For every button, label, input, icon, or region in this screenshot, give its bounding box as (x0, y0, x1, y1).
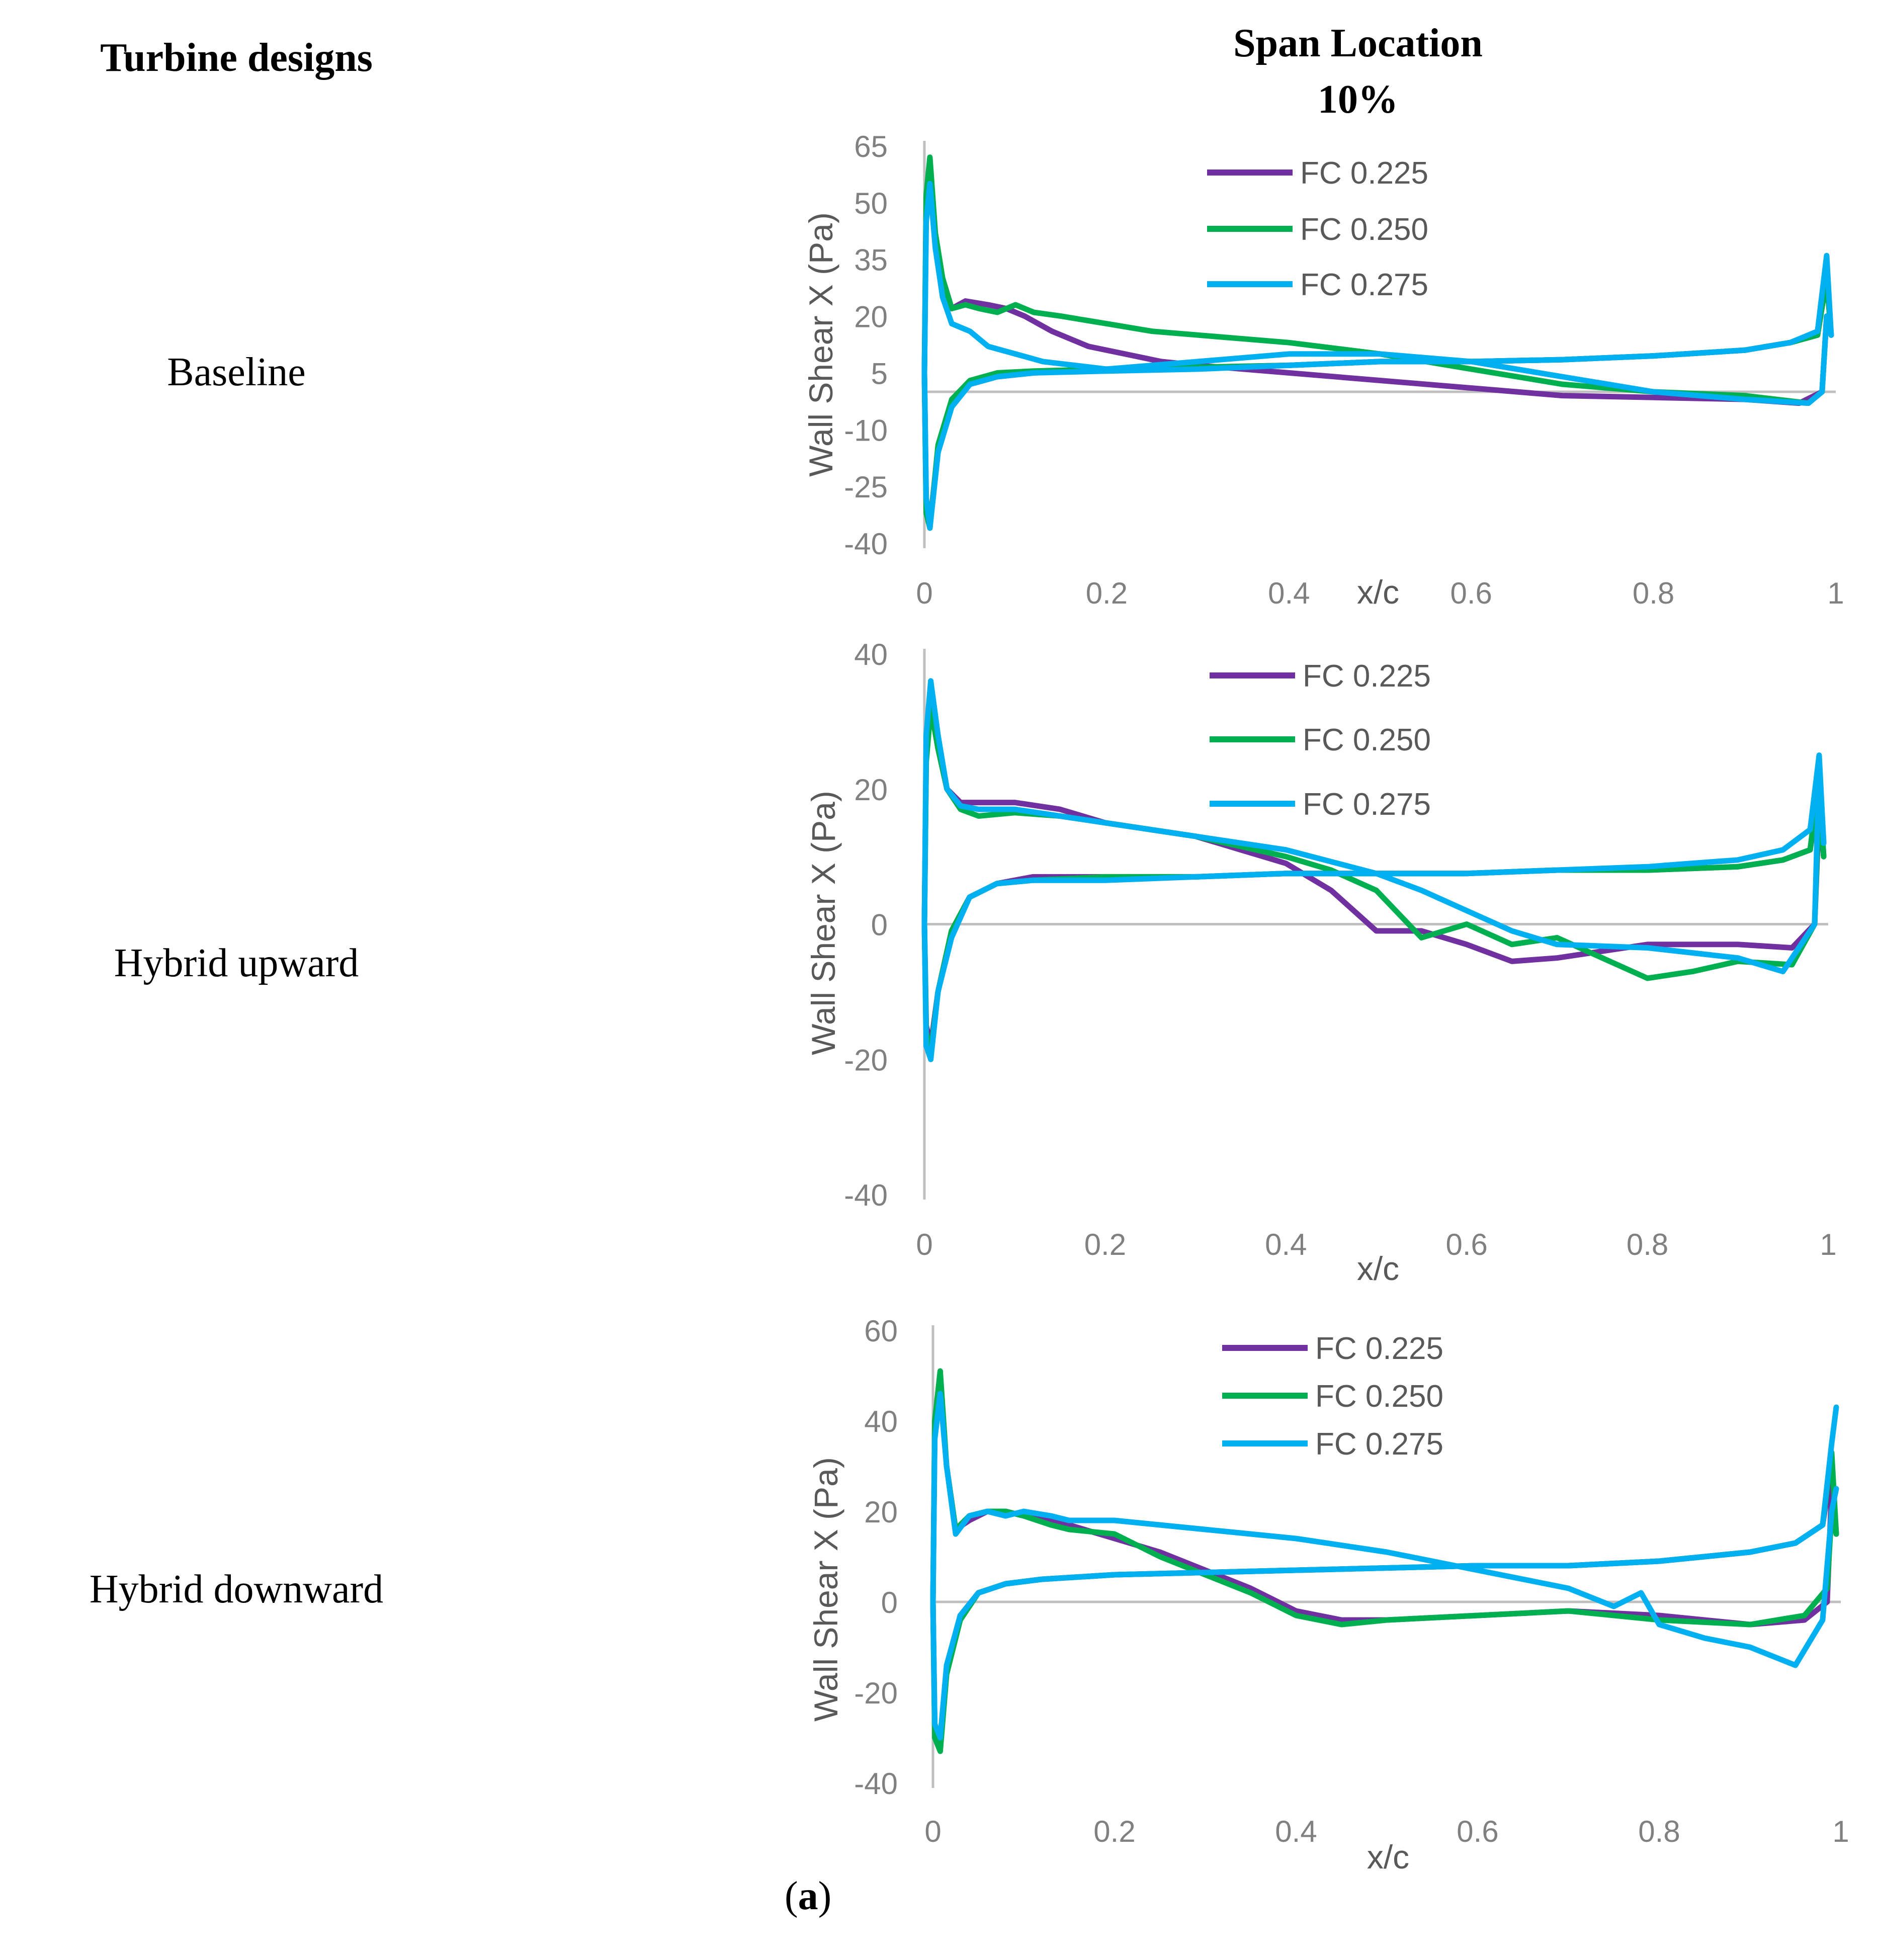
x-tick-label: 0 (916, 576, 932, 610)
span-title: Span Location 10% (1157, 15, 1559, 128)
chart-0: 65 50 35 20 5 -10 -25 -40 0 0.2 0.4 0.6 0.8 1 x/c Wall … (802, 130, 1844, 611)
y-axis-label: Wall Shear X (Pa) (802, 212, 839, 477)
x-axis-label: x/c (1367, 1838, 1409, 1876)
series-line-fc-0-275-lower (921, 252, 1834, 531)
x-tick-label: 0.6 (1457, 1815, 1498, 1848)
caption: (a) (785, 1874, 832, 1918)
y-tick-label: 20 (864, 1495, 898, 1529)
chart-1: 40 20 0 -20 -40 0 0.2 0.4 0.6 0.8 1 x/c Wall Shear X… (805, 638, 1837, 1287)
y-tick-label: 20 (854, 300, 888, 334)
series-line-fc-0-275-lower (930, 1404, 1839, 1741)
column-title: Turbine designs (100, 36, 373, 80)
series-line-fc-0-275-upper (930, 1391, 1839, 1668)
y-tick-label: 0 (881, 1586, 898, 1620)
chart-2: 60 40 20 0 -20 -40 0 0.2 0.4 0.6 0.8 1 x/c Wall Shear… (807, 1314, 1849, 1876)
y-tick-label: -20 (844, 1043, 888, 1077)
y-tick-label: 50 (854, 187, 888, 220)
series-line-fc-0-275-lower (921, 752, 1827, 1062)
span-title-text: Span Location (1233, 21, 1483, 65)
x-tick-label: 0.4 (1268, 576, 1310, 610)
x-tick-label: 0.6 (1450, 576, 1492, 610)
y-tick-label: 40 (864, 1405, 898, 1438)
x-tick-label: 0.2 (1086, 576, 1128, 610)
series-line-fc-0-225-lower (930, 1463, 1839, 1745)
y-tick-label: 40 (854, 638, 888, 671)
span-value: 10% (1318, 77, 1398, 122)
x-tick-label: 0.4 (1275, 1815, 1317, 1848)
legend-label: FC 0.225 (1303, 659, 1431, 694)
x-tick-label: 0.4 (1265, 1228, 1307, 1261)
legend-label: FC 0.275 (1300, 268, 1428, 302)
y-tick-label: 60 (864, 1314, 898, 1348)
x-tick-label: 0.2 (1084, 1228, 1126, 1261)
legend-label: FC 0.250 (1300, 212, 1428, 247)
x-tick-label: 0.8 (1633, 576, 1674, 610)
y-tick-label: 5 (871, 357, 888, 390)
x-axis-label: x/c (1357, 573, 1399, 611)
x-tick-label: 0 (916, 1228, 932, 1261)
x-tick-label: 0.6 (1445, 1228, 1487, 1261)
series-line-fc-0-275-upper (921, 678, 1827, 975)
series-line-fc-0-225-upper (930, 1382, 1839, 1628)
y-tick-label: -40 (844, 527, 888, 561)
series-line-fc-0-250-upper (921, 154, 1834, 406)
series-line-fc-0-225-lower (921, 786, 1827, 1049)
y-tick-label: -25 (844, 470, 888, 504)
x-tick-label: 1 (1827, 576, 1844, 610)
x-axis-label: x/c (1357, 1250, 1399, 1287)
y-axis-label: Wall Shear X (Pa) (807, 1457, 844, 1722)
y-tick-label: 65 (854, 130, 888, 163)
y-tick-label: -40 (854, 1767, 898, 1801)
row-label-baseline: Baseline (167, 350, 306, 394)
legend-label: FC 0.250 (1303, 723, 1431, 757)
y-tick-label: 20 (854, 773, 888, 807)
y-axis-label: Wall Shear X (Pa) (805, 791, 842, 1055)
x-tick-label: 0 (924, 1815, 941, 1848)
x-tick-label: 0.8 (1638, 1815, 1680, 1848)
x-tick-label: 0.2 (1093, 1815, 1135, 1848)
x-tick-label: 1 (1832, 1815, 1849, 1848)
legend-label: FC 0.225 (1315, 1331, 1443, 1366)
legend-label: FC 0.275 (1315, 1427, 1443, 1462)
y-tick-label: 0 (871, 908, 888, 942)
y-tick-label: -40 (844, 1178, 888, 1212)
x-tick-label: 1 (1820, 1228, 1836, 1261)
y-tick-label: 35 (854, 243, 888, 277)
y-tick-label: -20 (854, 1676, 898, 1710)
y-tick-label: -10 (844, 413, 888, 447)
series-line-fc-0-275-upper (921, 181, 1834, 406)
x-tick-label: 0.8 (1627, 1228, 1668, 1261)
caption-letter: a (798, 1874, 818, 1918)
legend-label: FC 0.275 (1303, 787, 1431, 822)
legend-label: FC 0.250 (1315, 1379, 1443, 1414)
row-label-hybrid-downward: Hybrid downward (89, 1567, 384, 1611)
legend-label: FC 0.225 (1300, 156, 1428, 191)
row-label-hybrid-upward: Hybrid upward (114, 941, 359, 985)
